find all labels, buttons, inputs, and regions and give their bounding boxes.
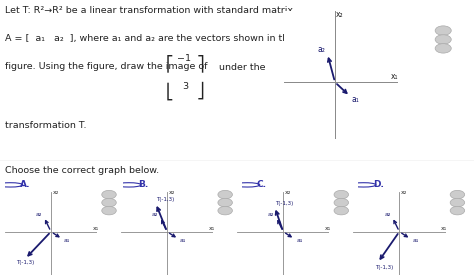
Text: ⎣: ⎣ bbox=[165, 82, 173, 100]
Text: a₁: a₁ bbox=[64, 238, 70, 243]
Text: x₁: x₁ bbox=[209, 226, 215, 231]
Text: ⎤: ⎤ bbox=[197, 54, 204, 71]
Text: x₂: x₂ bbox=[169, 190, 175, 195]
Text: x₂: x₂ bbox=[401, 190, 407, 195]
Text: ⎦: ⎦ bbox=[197, 82, 204, 100]
Text: a₂: a₂ bbox=[317, 45, 325, 54]
Text: −1: −1 bbox=[177, 54, 191, 63]
Text: x₂: x₂ bbox=[285, 190, 291, 195]
Text: C.: C. bbox=[257, 180, 267, 189]
Text: ⎡: ⎡ bbox=[165, 54, 173, 71]
Text: A.: A. bbox=[20, 180, 30, 189]
Text: a₂: a₂ bbox=[152, 212, 158, 217]
Text: transformation T.: transformation T. bbox=[5, 121, 86, 130]
Text: B.: B. bbox=[138, 180, 149, 189]
Text: D.: D. bbox=[373, 180, 384, 189]
Text: a₂: a₂ bbox=[268, 212, 274, 217]
Text: figure. Using the figure, draw the image of: figure. Using the figure, draw the image… bbox=[5, 62, 207, 71]
Text: under the: under the bbox=[219, 63, 266, 72]
Text: a₁: a₁ bbox=[296, 238, 302, 243]
Text: T(-1,3): T(-1,3) bbox=[16, 260, 35, 265]
Text: a₁: a₁ bbox=[180, 238, 186, 243]
Text: a₂: a₂ bbox=[384, 212, 391, 217]
Text: x₂: x₂ bbox=[336, 10, 344, 19]
Text: x₁: x₁ bbox=[441, 226, 447, 231]
Text: 3: 3 bbox=[177, 82, 189, 91]
Text: x₂: x₂ bbox=[53, 190, 59, 195]
Text: a₁: a₁ bbox=[351, 95, 359, 104]
Text: Choose the correct graph below.: Choose the correct graph below. bbox=[5, 167, 159, 175]
Text: T(-1,3): T(-1,3) bbox=[156, 197, 174, 202]
Text: x₁: x₁ bbox=[391, 72, 398, 81]
Text: x₁: x₁ bbox=[325, 226, 331, 231]
Text: A = [  a₁   a₂  ], where a₁ and a₂ are the vectors shown in the: A = [ a₁ a₂ ], where a₁ and a₂ are the v… bbox=[5, 34, 294, 43]
Text: a₁: a₁ bbox=[412, 238, 419, 243]
Text: x₁: x₁ bbox=[93, 226, 99, 231]
Text: T(-1,3): T(-1,3) bbox=[275, 201, 293, 206]
Text: Let T: R²→R² be a linear transformation with standard matrix: Let T: R²→R² be a linear transformation … bbox=[5, 6, 293, 14]
Text: a₂: a₂ bbox=[36, 212, 42, 217]
Text: T(-1,3): T(-1,3) bbox=[375, 265, 393, 270]
